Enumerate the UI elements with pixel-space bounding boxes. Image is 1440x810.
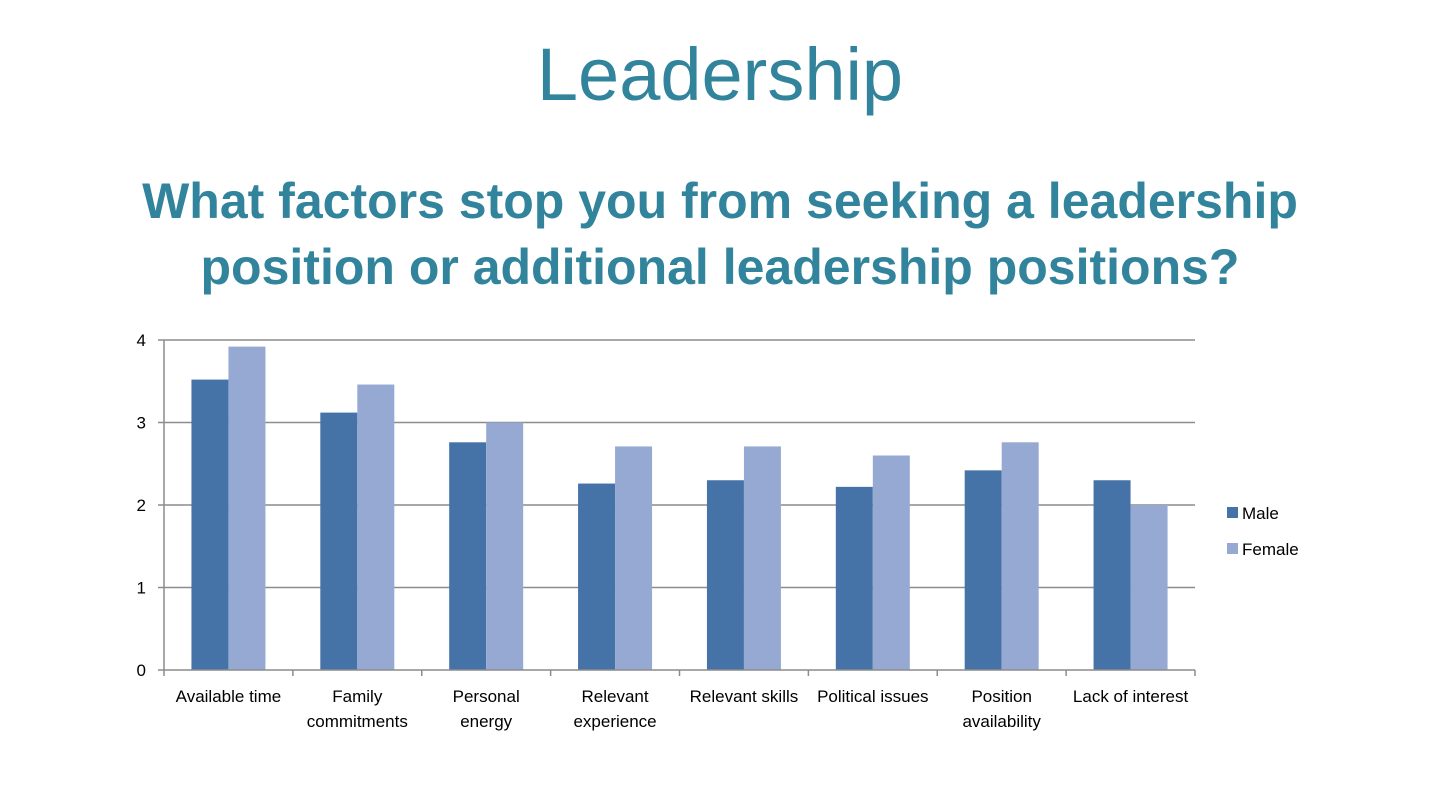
bar-male — [320, 412, 358, 670]
x-tick-label: Relevant skills — [690, 687, 799, 706]
slide-title: Leadership — [536, 33, 904, 116]
bar-male — [191, 379, 229, 670]
bar-female — [743, 446, 781, 670]
bar-male — [449, 442, 487, 670]
bar-male — [706, 480, 744, 670]
bar-female — [1130, 505, 1168, 670]
x-tick-label: Personal energy — [453, 687, 520, 731]
legend-swatch-male — [1227, 507, 1238, 518]
x-tick-label: Relevant experience — [573, 687, 656, 731]
y-tick-label: 4 — [137, 331, 146, 350]
bar-male — [1093, 480, 1131, 670]
bar-female — [1001, 442, 1039, 670]
y-tick-label: 1 — [137, 579, 146, 598]
x-tick-label: Available time — [176, 687, 282, 706]
bar-female — [486, 422, 524, 670]
y-tick-label: 3 — [137, 414, 146, 433]
x-tick-label: Family commitments — [307, 687, 408, 731]
legend-swatch-female — [1227, 543, 1238, 554]
x-tick-label: Political issues — [817, 687, 929, 706]
bar-male — [964, 470, 1002, 670]
y-tick-label: 0 — [137, 661, 146, 680]
slide-question: What factors stop you from seeking a lea… — [142, 173, 1298, 295]
x-tick-label: Position availability — [962, 687, 1041, 731]
bar-male — [835, 486, 873, 670]
bar-female — [615, 446, 653, 670]
y-tick-label: 2 — [137, 496, 146, 515]
x-tick-label: Lack of interest — [1073, 687, 1189, 706]
legend-label-female: Female — [1242, 540, 1299, 559]
legend-label-male: Male — [1242, 504, 1279, 523]
bar-female — [872, 455, 910, 670]
bar-male — [578, 483, 616, 670]
bar-female — [228, 346, 266, 670]
bar-female — [357, 384, 395, 670]
